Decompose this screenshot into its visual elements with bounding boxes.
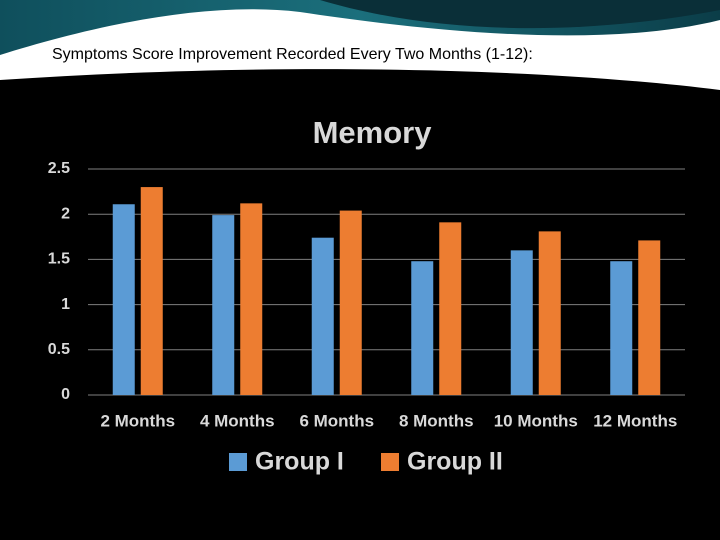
legend-swatch <box>229 453 247 471</box>
legend-label: Group I <box>255 448 344 476</box>
x-tick-label: 4 Months <box>200 411 275 430</box>
x-tick-label: 10 Months <box>494 411 578 430</box>
y-tick-label: 1 <box>61 296 70 313</box>
y-tick-label: 0.5 <box>48 341 70 358</box>
y-tick-label: 0 <box>61 386 70 403</box>
bar <box>311 237 334 395</box>
x-tick-label: 12 Months <box>593 411 677 430</box>
bar <box>610 261 633 395</box>
bar <box>638 240 661 395</box>
bar <box>411 261 434 395</box>
y-tick-label: 2 <box>61 205 70 222</box>
bar <box>240 203 263 395</box>
x-tick-label: 2 Months <box>100 411 175 430</box>
bar <box>112 204 135 395</box>
chart-title: Memory <box>313 115 433 150</box>
bar <box>339 210 362 395</box>
plot: 0 0.5 1 1.5 2 2.5 2 Months 4 Months 6 Months 8 Mo… <box>48 160 685 476</box>
y-tick-label: 2.5 <box>48 160 70 177</box>
legend-swatch <box>381 453 399 471</box>
slide-title: Symptoms Score Improvement Recorded Ever… <box>52 46 533 63</box>
bar <box>212 215 235 395</box>
bar <box>538 231 561 395</box>
x-tick-label: 8 Months <box>399 411 474 430</box>
x-tick-label: 6 Months <box>299 411 374 430</box>
legend-label: Group II <box>407 448 503 476</box>
header-wave-dark <box>320 0 720 29</box>
y-tick-label: 1.5 <box>48 251 70 268</box>
bar <box>439 222 462 395</box>
bar <box>510 250 533 395</box>
bar <box>140 187 163 395</box>
